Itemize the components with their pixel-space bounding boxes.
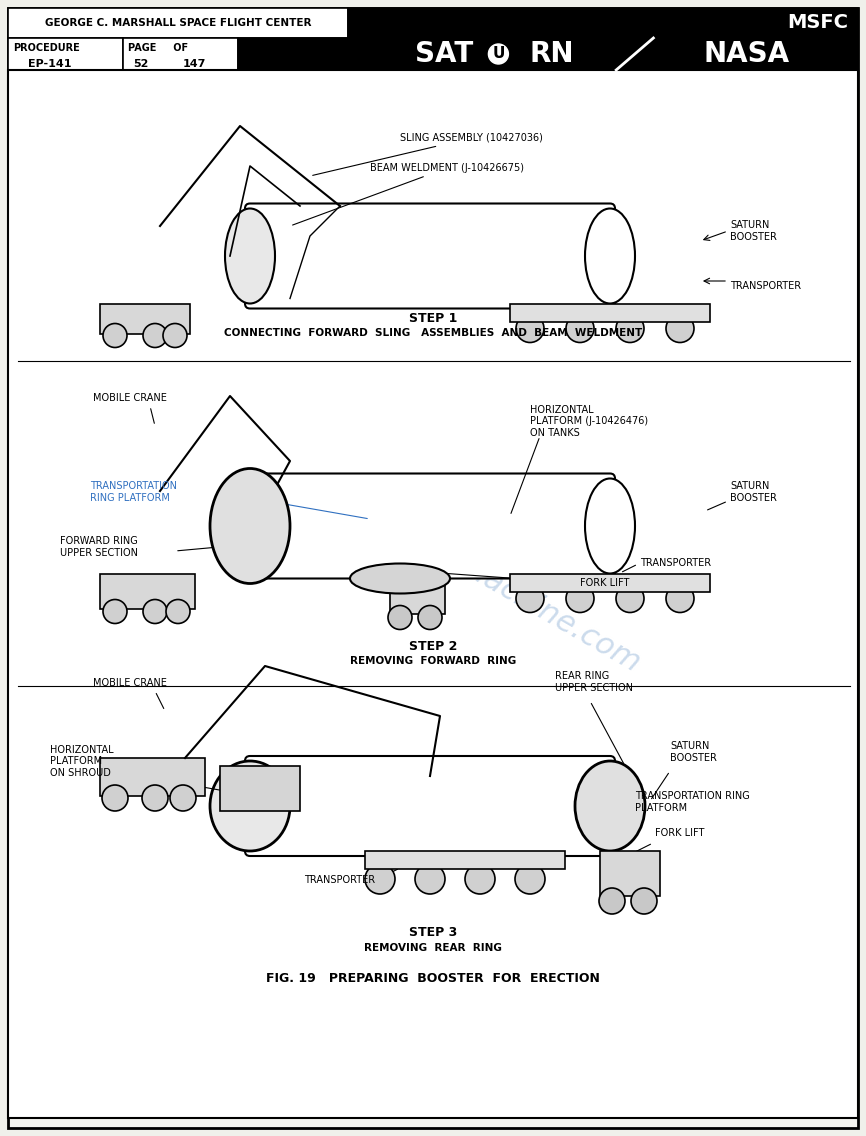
Circle shape — [142, 785, 168, 811]
Bar — [238, 37, 858, 70]
Text: SATURN
BOOSTER: SATURN BOOSTER — [730, 482, 777, 503]
Ellipse shape — [585, 209, 635, 303]
Circle shape — [616, 315, 644, 342]
Text: RN: RN — [529, 40, 574, 68]
Text: TRANSPORTATION RING
PLATFORM: TRANSPORTATION RING PLATFORM — [635, 792, 750, 813]
Text: TRANSPORTER: TRANSPORTER — [640, 558, 711, 568]
Text: U: U — [492, 47, 505, 61]
Circle shape — [631, 888, 657, 914]
FancyBboxPatch shape — [245, 203, 615, 309]
Ellipse shape — [350, 563, 450, 593]
Text: EP-141: EP-141 — [28, 59, 72, 69]
Text: HORIZONTAL
PLATFORM (J-10426476)
ON TANKS: HORIZONTAL PLATFORM (J-10426476) ON TANK… — [530, 404, 648, 438]
Circle shape — [418, 605, 442, 629]
Bar — [510, 303, 710, 321]
Circle shape — [566, 315, 594, 342]
Text: GEORGE C. MARSHALL SPACE FLIGHT CENTER: GEORGE C. MARSHALL SPACE FLIGHT CENTER — [45, 18, 311, 28]
Text: TRANSPORTATION
RING PLATFORM: TRANSPORTATION RING PLATFORM — [90, 482, 177, 503]
Bar — [100, 574, 195, 609]
Circle shape — [516, 585, 544, 612]
Bar — [100, 758, 205, 796]
Bar — [8, 37, 123, 70]
Text: REMOVING  FORWARD  RING: REMOVING FORWARD RING — [350, 655, 516, 666]
Text: CONNECTING  FORWARD  SLING   ASSEMBLIES  AND  BEAM  WELDMENT: CONNECTING FORWARD SLING ASSEMBLIES AND … — [224, 328, 642, 339]
Text: HORIZONTAL
PLATFORM
ON SHROUD: HORIZONTAL PLATFORM ON SHROUD — [50, 745, 113, 778]
Text: SAT: SAT — [416, 40, 474, 68]
Bar — [123, 37, 238, 70]
Text: MSFC: MSFC — [787, 14, 849, 33]
Circle shape — [666, 315, 694, 342]
FancyBboxPatch shape — [245, 755, 615, 857]
Circle shape — [103, 324, 127, 348]
Circle shape — [143, 600, 167, 624]
Text: MOBILE CRANE: MOBILE CRANE — [93, 678, 167, 688]
Text: TRANSPORTER: TRANSPORTER — [305, 875, 376, 885]
Text: FORWARD RING
UPPER SECTION: FORWARD RING UPPER SECTION — [60, 536, 138, 558]
Circle shape — [515, 864, 545, 894]
Ellipse shape — [210, 468, 290, 584]
Circle shape — [516, 315, 544, 342]
Ellipse shape — [210, 761, 290, 851]
Ellipse shape — [585, 478, 635, 574]
Text: manualmachine.com: manualmachine.com — [354, 493, 646, 678]
Text: SLING ASSEMBLY (10427036): SLING ASSEMBLY (10427036) — [313, 133, 543, 175]
Text: SATURN
BOOSTER: SATURN BOOSTER — [730, 220, 777, 242]
Text: 52: 52 — [133, 59, 148, 69]
Text: STEP 1: STEP 1 — [409, 311, 457, 325]
Circle shape — [166, 600, 190, 624]
Circle shape — [103, 600, 127, 624]
Ellipse shape — [575, 761, 645, 851]
Circle shape — [599, 888, 625, 914]
FancyBboxPatch shape — [245, 474, 615, 578]
Text: REAR RING
UPPER SECTION: REAR RING UPPER SECTION — [555, 671, 633, 693]
Text: FIG. 19   PREPARING  BOOSTER  FOR  ERECTION: FIG. 19 PREPARING BOOSTER FOR ERECTION — [266, 971, 600, 985]
Text: SATURN
BOOSTER: SATURN BOOSTER — [670, 742, 717, 763]
Bar — [348, 8, 858, 37]
Circle shape — [388, 605, 412, 629]
Text: BEAM WELDMENT (J-10426675): BEAM WELDMENT (J-10426675) — [293, 162, 524, 225]
Circle shape — [666, 585, 694, 612]
Text: STEP 3: STEP 3 — [409, 927, 457, 939]
Bar — [600, 851, 660, 896]
Bar — [510, 574, 710, 592]
Circle shape — [616, 585, 644, 612]
Ellipse shape — [223, 478, 277, 574]
Bar — [100, 303, 190, 334]
Ellipse shape — [225, 209, 275, 303]
Bar — [8, 8, 348, 37]
Circle shape — [170, 785, 196, 811]
Text: FORK LIFT: FORK LIFT — [580, 578, 630, 588]
Bar — [365, 851, 565, 869]
Circle shape — [143, 324, 167, 348]
Circle shape — [415, 864, 445, 894]
Text: NASA: NASA — [703, 40, 790, 68]
Circle shape — [465, 864, 495, 894]
Text: REMOVING  REAR  RING: REMOVING REAR RING — [364, 943, 502, 953]
Circle shape — [365, 864, 395, 894]
Bar — [220, 766, 300, 811]
Circle shape — [102, 785, 128, 811]
Text: MOBILE CRANE: MOBILE CRANE — [93, 393, 167, 403]
Text: PROCEDURE: PROCEDURE — [13, 43, 80, 53]
Text: STEP 2: STEP 2 — [409, 640, 457, 652]
Circle shape — [163, 324, 187, 348]
Text: 147: 147 — [183, 59, 206, 69]
Bar — [390, 574, 445, 613]
Text: TRANSPORTER: TRANSPORTER — [730, 281, 801, 291]
Text: PAGE     OF: PAGE OF — [128, 43, 188, 53]
Text: FORK LIFT: FORK LIFT — [655, 828, 704, 838]
Circle shape — [488, 44, 508, 64]
Circle shape — [566, 585, 594, 612]
